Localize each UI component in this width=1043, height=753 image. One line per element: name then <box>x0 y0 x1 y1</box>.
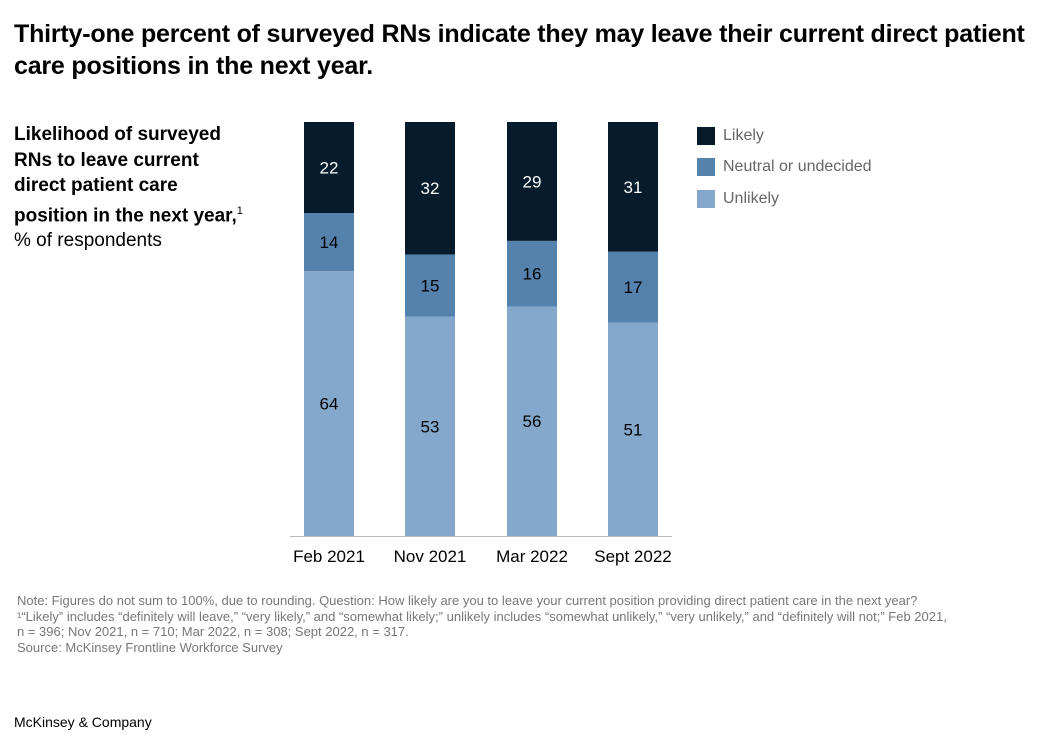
data-label: 31 <box>624 178 643 197</box>
legend-swatch <box>697 158 715 177</box>
bar-segment-neutral-or-undecided <box>608 251 658 323</box>
subtitle-bold: Likelihood of surveyed RNs to leave curr… <box>14 124 237 226</box>
bar-segment-neutral-or-undecided <box>507 240 557 307</box>
data-label: 22 <box>320 159 339 178</box>
bar-segment-neutral-or-undecided <box>304 213 354 272</box>
data-label: 32 <box>421 179 440 198</box>
x-tick-label: Nov 2021 <box>394 547 467 566</box>
legend-label: Unlikely <box>723 189 780 207</box>
note: Note: Figures do not sum to 100%, due to… <box>17 593 918 608</box>
subtitle-unit: % of respondents <box>14 230 162 252</box>
source: Source: McKinsey Frontline Workforce Sur… <box>17 639 283 655</box>
bar-segment-likely <box>507 122 557 241</box>
data-label: 29 <box>523 172 542 191</box>
data-label: 14 <box>320 233 339 252</box>
x-tick-label: Feb 2021 <box>293 547 365 566</box>
bar-segment-likely <box>608 122 658 252</box>
footnote-1: ¹“Likely” includes “definitely will leav… <box>17 608 947 640</box>
bar-segment-neutral-or-undecided <box>405 254 455 317</box>
data-label: 15 <box>421 277 440 296</box>
page-title: Thirty-one percent of surveyed RNs indic… <box>14 20 1025 80</box>
legend-label: Likely <box>723 126 764 144</box>
legend-item-unlikely: Unlikely <box>697 183 872 215</box>
footnote-mark: 1 <box>236 204 243 217</box>
x-tick-label: Mar 2022 <box>496 547 568 566</box>
x-tick-label: Sept 2022 <box>594 547 672 566</box>
data-label: 17 <box>624 278 643 297</box>
bar-segment-likely <box>405 122 455 255</box>
brand-logo-text: McKinsey & Company <box>14 714 152 730</box>
bar-segment-unlikely <box>304 271 354 536</box>
legend: Likely Neutral or undecided Unlikely <box>697 120 872 215</box>
legend-label: Neutral or undecided <box>723 158 872 176</box>
data-label: 53 <box>421 417 440 436</box>
legend-item-neutral: Neutral or undecided <box>697 152 872 184</box>
data-label: 56 <box>523 412 542 431</box>
legend-item-likely: Likely <box>697 120 872 152</box>
bar-segment-unlikely <box>608 322 658 536</box>
data-label: 16 <box>523 265 542 284</box>
footnotes: Note: Figures do not sum to 100%, due to… <box>17 593 947 655</box>
data-label: 64 <box>320 395 339 414</box>
legend-swatch <box>697 189 715 208</box>
bar-segment-unlikely <box>405 316 455 536</box>
data-label: 51 <box>624 420 643 439</box>
chart-subtitle: Likelihood of surveyed RNs to leave curr… <box>14 122 244 254</box>
bar-segment-unlikely <box>507 306 557 536</box>
legend-swatch <box>697 126 715 145</box>
bar-segment-likely <box>304 122 354 214</box>
